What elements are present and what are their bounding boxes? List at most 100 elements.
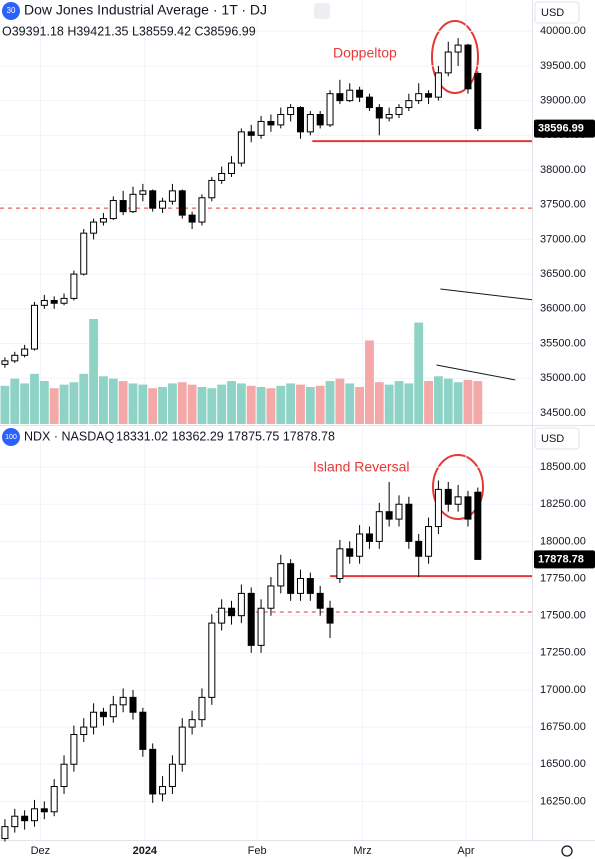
candle-body <box>139 711 147 750</box>
candle-body <box>247 592 255 646</box>
y-tick-label: 37500.00 <box>540 199 586 211</box>
candle-body <box>267 120 275 126</box>
candle-body <box>326 93 334 126</box>
currency-button[interactable] <box>534 427 580 450</box>
volume-bar <box>443 378 453 424</box>
symbol-icon <box>2 2 20 20</box>
candle-body <box>159 200 167 209</box>
candle-body <box>385 114 393 119</box>
annotation: Doppeltop <box>333 45 397 61</box>
volume-bar <box>158 387 167 424</box>
volume-bar <box>345 383 355 424</box>
candle-body <box>208 622 216 698</box>
candle-body <box>356 89 364 98</box>
y-tick-label: 17250.00 <box>540 647 586 659</box>
trend-line <box>440 288 533 301</box>
candle-body <box>129 193 137 213</box>
candle-body <box>425 526 433 557</box>
price-tag <box>534 550 595 569</box>
price-tag-label: 17878.78 <box>538 553 584 565</box>
y-tick-label: 38000.00 <box>540 164 586 176</box>
candle-body <box>375 511 383 542</box>
currency-button[interactable] <box>534 1 580 24</box>
volume-bar <box>0 385 10 424</box>
candle-body <box>228 162 236 174</box>
candle-body <box>99 218 107 223</box>
candle-body <box>168 763 176 788</box>
volume-bar <box>305 387 315 424</box>
candle-body <box>326 607 334 624</box>
candle-body <box>306 114 314 133</box>
volume-bar <box>325 381 335 424</box>
currency-label[interactable]: USD <box>541 7 564 19</box>
volume-bar <box>167 383 177 424</box>
volume-bar <box>59 384 69 424</box>
candle-body <box>287 107 295 116</box>
candle-body <box>30 808 38 822</box>
candle-body <box>267 585 275 609</box>
candle-body <box>257 607 265 646</box>
candle-body <box>109 200 117 220</box>
symbol-icon-label: 100 <box>5 434 17 441</box>
currency-label[interactable]: USD <box>541 433 564 445</box>
price-tag-label: 38596.99 <box>538 122 584 134</box>
x-tick-label: Mrz <box>353 845 371 857</box>
eye-button[interactable] <box>314 3 330 19</box>
volume-bar <box>404 383 414 424</box>
candle-body <box>444 488 452 505</box>
candle-body <box>346 548 354 557</box>
candle-body <box>208 179 216 199</box>
y-tick-label: 18250.00 <box>540 498 586 510</box>
candle-body <box>218 172 226 181</box>
candle-body <box>277 114 285 126</box>
candle-body <box>178 190 186 216</box>
volume-bar <box>30 373 39 424</box>
candle-body <box>257 120 265 136</box>
volume-bar <box>177 382 187 424</box>
candle-body <box>70 734 78 765</box>
candle-body <box>90 221 98 234</box>
candle-body <box>434 488 442 528</box>
candle-body <box>434 72 442 98</box>
volume-bar <box>39 381 49 424</box>
volume-bar <box>365 340 374 424</box>
volume-bar <box>296 384 305 424</box>
candle-body <box>385 511 393 520</box>
candle-body <box>336 93 344 102</box>
y-tick-label: 35500.00 <box>540 337 586 349</box>
candle-body <box>228 607 236 617</box>
ohlc-text: O39391.18 H39421.35 L38559.42 C38596.99 <box>2 24 256 38</box>
candle-body <box>247 131 255 136</box>
settings-button[interactable] <box>561 845 573 857</box>
volume-bar <box>424 381 433 424</box>
candle-body <box>198 197 206 223</box>
volume-bar <box>79 373 89 424</box>
candle-body <box>237 592 245 617</box>
y-tick-label: 39000.00 <box>540 95 586 107</box>
candle-body <box>70 273 78 299</box>
volume-bar <box>138 384 148 424</box>
candle-body <box>316 592 324 609</box>
candle-body <box>30 304 38 350</box>
candle-body <box>168 190 176 202</box>
y-tick-label: 17000.00 <box>540 684 586 696</box>
volume-bar <box>89 319 99 424</box>
y-tick-label: 16750.00 <box>540 721 586 733</box>
volume-bar <box>453 382 463 424</box>
volume-bar <box>108 378 118 424</box>
volume-bar <box>148 388 158 424</box>
y-tick-label: 16250.00 <box>540 795 586 807</box>
y-tick-label: 17750.00 <box>540 572 586 584</box>
candle-body <box>237 131 245 164</box>
volume-bar <box>118 381 128 424</box>
volume-bar <box>207 388 217 424</box>
y-tick-label: 39500.00 <box>540 60 586 72</box>
trend-line <box>436 364 516 381</box>
x-tick-label: Feb <box>248 845 267 857</box>
volume-bar <box>276 385 286 424</box>
volume-bar <box>315 385 325 424</box>
candle-body <box>425 93 433 98</box>
candle-body <box>21 348 29 356</box>
